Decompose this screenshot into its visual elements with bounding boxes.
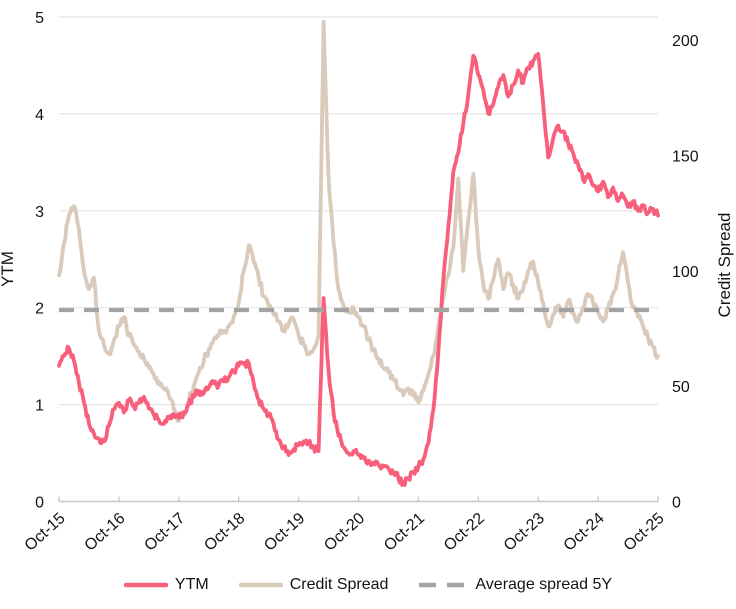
right-tick-label: 100 xyxy=(672,264,699,281)
credit-spread-line xyxy=(57,19,660,423)
legend-label-ytm: YTM xyxy=(174,576,209,593)
legend-item-credit-spread: Credit Spread xyxy=(238,576,389,594)
left-tick-label: 3 xyxy=(35,204,44,221)
left-tick-label: 5 xyxy=(35,10,44,27)
x-tick-label: Oct-15 xyxy=(22,510,69,555)
legend-item-ytm: YTM xyxy=(123,576,209,594)
left-tick-label: 1 xyxy=(35,398,44,415)
average-spread-dash-swatch xyxy=(419,582,468,588)
x-tick-label: Oct-23 xyxy=(501,510,548,555)
legend-item-average-spread: Average spread 5Y xyxy=(418,576,612,594)
chart-legend: YTM Credit Spread Average spread 5Y xyxy=(0,576,736,594)
x-tick-label: Oct-17 xyxy=(141,510,188,555)
ytm-line xyxy=(57,51,660,487)
legend-label-average-spread: Average spread 5Y xyxy=(475,576,613,593)
ytm-line-swatch xyxy=(123,582,168,588)
left-tick-label: 2 xyxy=(35,301,44,318)
right-tick-label: 50 xyxy=(672,379,690,396)
x-tick-label: Oct-21 xyxy=(381,510,428,555)
left-axis-title: YTM xyxy=(0,251,17,287)
legend-label-credit-spread: Credit Spread xyxy=(289,576,389,593)
x-tick-label: Oct-18 xyxy=(201,510,248,555)
x-tick-label: Oct-24 xyxy=(561,510,608,555)
right-tick-label: 200 xyxy=(672,33,699,50)
x-tick-label: Oct-19 xyxy=(261,510,308,555)
left-tick-label: 4 xyxy=(35,107,44,124)
right-axis-title: Credit Spread xyxy=(715,212,734,318)
x-tick-label: Oct-25 xyxy=(621,510,668,555)
credit-spread-line-swatch xyxy=(238,582,283,588)
right-tick-label: 150 xyxy=(672,148,699,165)
x-tick-label: Oct-16 xyxy=(82,510,129,555)
left-tick-label: 0 xyxy=(35,495,44,512)
x-tick-label: Oct-20 xyxy=(321,510,368,555)
right-tick-label: 0 xyxy=(672,495,681,512)
x-tick-label: Oct-22 xyxy=(441,510,488,555)
